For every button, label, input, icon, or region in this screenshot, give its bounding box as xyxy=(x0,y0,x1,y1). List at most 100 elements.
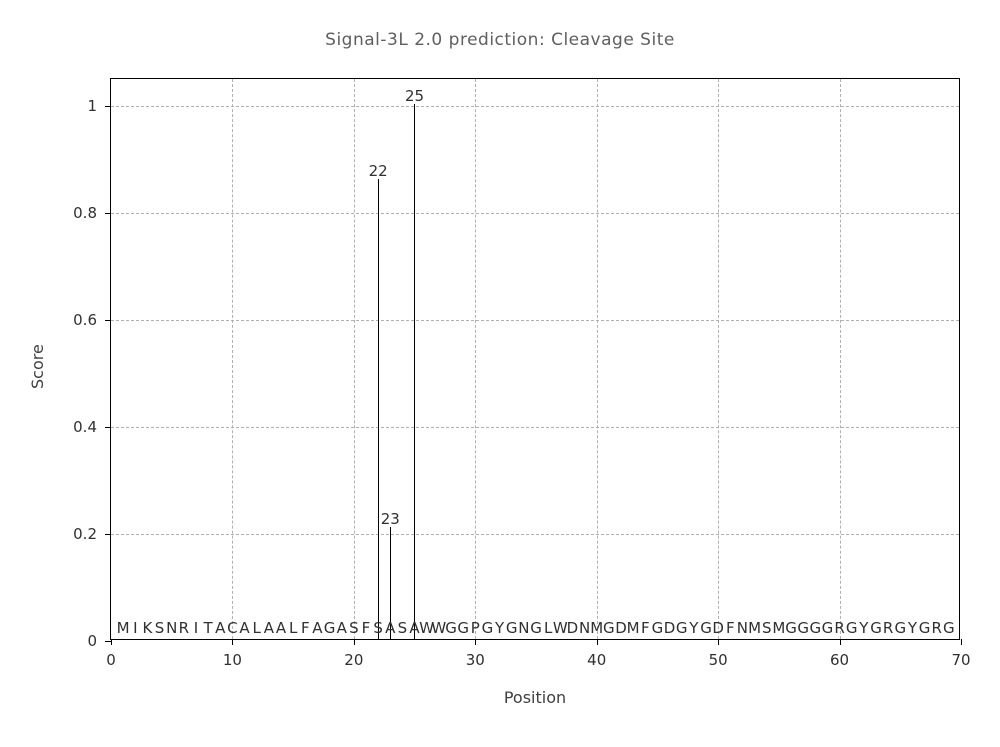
gridline-horizontal xyxy=(111,534,959,535)
sequence-letter: M xyxy=(748,619,761,637)
sequence-letter: F xyxy=(641,619,650,637)
score-bar xyxy=(378,179,379,639)
sequence-letter: A xyxy=(312,619,322,637)
sequence-letter: M xyxy=(590,619,603,637)
sequence-letter: Y xyxy=(689,619,698,637)
x-tick-label: 0 xyxy=(106,651,116,669)
x-tick xyxy=(475,639,476,645)
y-tick-label: 0.2 xyxy=(47,525,97,543)
sequence-letter: R xyxy=(931,619,941,637)
sequence-letter: R xyxy=(834,619,844,637)
y-axis-label: Score xyxy=(28,344,47,389)
sequence-letter: G xyxy=(603,619,615,637)
sequence-letter: N xyxy=(518,619,529,637)
sequence-letter: S xyxy=(349,619,359,637)
score-bar xyxy=(414,104,415,639)
sequence-letter: D xyxy=(712,619,724,637)
sequence-letter: M xyxy=(117,619,130,637)
sequence-letter: F xyxy=(362,619,371,637)
sequence-letter: Y xyxy=(859,619,868,637)
y-tick-label: 0.8 xyxy=(47,204,97,222)
sequence-letter: D xyxy=(664,619,676,637)
sequence-letter: G xyxy=(797,619,809,637)
x-tick-label: 60 xyxy=(830,651,849,669)
sequence-letter: G xyxy=(457,619,469,637)
gridline-vertical xyxy=(718,79,719,639)
y-tick xyxy=(105,106,111,107)
sequence-letter: K xyxy=(143,619,153,637)
y-tick xyxy=(105,320,111,321)
sequence-letter: A xyxy=(409,619,419,637)
sequence-letter: G xyxy=(809,619,821,637)
sequence-letter: D xyxy=(615,619,627,637)
sequence-letter: N xyxy=(737,619,748,637)
sequence-letter: S xyxy=(155,619,165,637)
gridline-vertical xyxy=(354,79,355,639)
sequence-letter: T xyxy=(204,619,213,637)
sequence-letter: G xyxy=(445,619,457,637)
plot-area: 01020304050607000.20.40.60.81222325MIKSN… xyxy=(110,78,960,640)
sequence-letter: A xyxy=(276,619,286,637)
sequence-letter: D xyxy=(567,619,579,637)
sequence-letter: G xyxy=(785,619,797,637)
sequence-letter: N xyxy=(579,619,590,637)
gridline-vertical xyxy=(840,79,841,639)
sequence-letter: M xyxy=(627,619,640,637)
gridline-horizontal xyxy=(111,320,959,321)
x-tick-label: 50 xyxy=(709,651,728,669)
sequence-letter: G xyxy=(822,619,834,637)
gridline-vertical xyxy=(232,79,233,639)
y-tick-label: 0.4 xyxy=(47,418,97,436)
sequence-letter: P xyxy=(471,619,480,637)
x-tick xyxy=(840,639,841,645)
x-tick xyxy=(354,639,355,645)
x-tick-label: 40 xyxy=(587,651,606,669)
sequence-letter: G xyxy=(676,619,688,637)
score-bar-label: 23 xyxy=(381,510,400,528)
x-tick xyxy=(718,639,719,645)
x-tick xyxy=(111,639,112,645)
sequence-letter: A xyxy=(239,619,249,637)
y-tick xyxy=(105,534,111,535)
sequence-letter: A xyxy=(215,619,225,637)
gridline-vertical xyxy=(475,79,476,639)
sequence-letter: G xyxy=(652,619,664,637)
sequence-letter: G xyxy=(506,619,518,637)
y-tick xyxy=(105,213,111,214)
y-tick-label: 1 xyxy=(47,97,97,115)
sequence-letter: G xyxy=(324,619,336,637)
sequence-letter: N xyxy=(166,619,177,637)
sequence-letter: G xyxy=(846,619,858,637)
sequence-letter: S xyxy=(398,619,408,637)
sequence-letter: M xyxy=(772,619,785,637)
sequence-letter: L xyxy=(289,619,297,637)
x-tick xyxy=(597,639,598,645)
sequence-letter: F xyxy=(301,619,310,637)
y-tick xyxy=(105,641,111,642)
sequence-letter: Y xyxy=(495,619,504,637)
sequence-letter: S xyxy=(373,619,383,637)
sequence-letter: A xyxy=(385,619,395,637)
gridline-horizontal xyxy=(111,427,959,428)
sequence-letter: A xyxy=(264,619,274,637)
sequence-letter: S xyxy=(762,619,772,637)
sequence-letter: A xyxy=(337,619,347,637)
x-tick-label: 20 xyxy=(344,651,363,669)
sequence-letter: G xyxy=(894,619,906,637)
x-tick-label: 30 xyxy=(466,651,485,669)
sequence-letter: G xyxy=(530,619,542,637)
x-tick xyxy=(232,639,233,645)
sequence-letter: I xyxy=(194,619,198,637)
score-bar-label: 25 xyxy=(405,87,424,105)
x-tick xyxy=(961,639,962,645)
gridline-horizontal xyxy=(111,106,959,107)
y-tick xyxy=(105,427,111,428)
y-tick-label: 0.6 xyxy=(47,311,97,329)
sequence-letter: F xyxy=(726,619,735,637)
sequence-letter: R xyxy=(883,619,893,637)
sequence-letter: W xyxy=(431,619,446,637)
sequence-letter: L xyxy=(253,619,261,637)
sequence-letter: R xyxy=(179,619,189,637)
sequence-letter: G xyxy=(943,619,955,637)
sequence-letter: G xyxy=(870,619,882,637)
